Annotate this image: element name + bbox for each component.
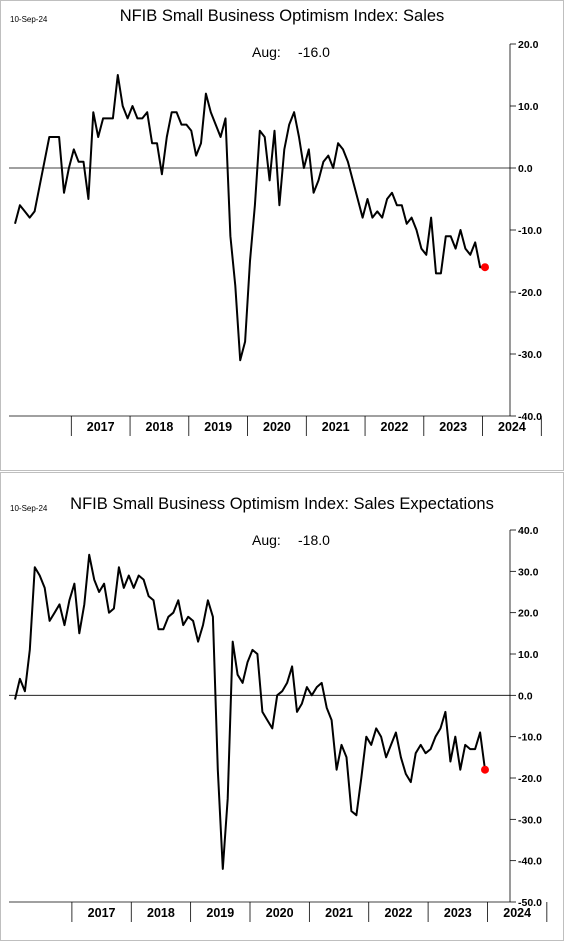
- y-tick-label: 20.0: [518, 39, 539, 51]
- sales-line-chart: 20.0 10.0 0.0 -10.0 -20.0 -30.0 -40.0 2017 2018 2…: [9, 39, 542, 436]
- sales-expectations-line-chart: 40.0 30.0 20.0 10.0 0.0 -10.0 -20.0 -30.0 -40.0 -…: [9, 525, 548, 922]
- chart-title: NFIB Small Business Optimism Index: Sale…: [119, 7, 445, 25]
- y-tick-label: -40.0: [518, 411, 542, 423]
- series-line: [14, 553, 486, 870]
- y-tick-label: 0.0: [518, 690, 533, 702]
- x-tick-label: 2017: [87, 420, 115, 434]
- x-tick-label: 2018: [146, 420, 174, 434]
- y-tick-label: -10.0: [518, 732, 542, 744]
- x-tick-label: 2020: [266, 906, 294, 920]
- y-tick-label: 20.0: [518, 608, 539, 620]
- y-tick-label: 30.0: [518, 566, 539, 578]
- y-tick-label: -30.0: [518, 814, 542, 826]
- x-tick-label: 2022: [385, 906, 413, 920]
- x-tick-label: 2019: [204, 420, 232, 434]
- y-tick-label: -50.0: [518, 897, 542, 909]
- chart-title: NFIB Small Business Optimism Index: Sale…: [70, 495, 494, 513]
- series-line: [14, 74, 485, 362]
- y-tick-label: -30.0: [518, 349, 542, 361]
- y-tick-label: -20.0: [518, 773, 542, 785]
- chart-date-label: 10-Sep-24: [10, 15, 48, 24]
- x-tick-label: 2017: [88, 906, 116, 920]
- latest-value-marker: [481, 765, 489, 774]
- x-tick-label: 2024: [503, 906, 531, 920]
- x-tick-label: 2018: [147, 906, 175, 920]
- x-tick-label: 2021: [322, 420, 350, 434]
- y-tick-label: 10.0: [518, 101, 539, 113]
- y-tick-label: -10.0: [518, 225, 542, 237]
- annotation-label: Aug:: [252, 532, 281, 548]
- y-tick-label: 40.0: [518, 525, 539, 537]
- chart-date-label: 10-Sep-24: [10, 504, 48, 513]
- x-tick-label: 2024: [498, 420, 526, 434]
- annotation-value: -18.0: [298, 532, 330, 548]
- x-tick-label: 2021: [325, 906, 353, 920]
- latest-value-marker: [481, 263, 489, 272]
- annotation-value: -16.0: [298, 44, 330, 60]
- x-tick-label: 2020: [263, 420, 291, 434]
- x-tick-label: 2023: [444, 906, 472, 920]
- y-tick-label: 10.0: [518, 649, 539, 661]
- x-tick-label: 2023: [439, 420, 467, 434]
- x-tick-label: 2019: [206, 906, 234, 920]
- y-tick-label: 0.0: [518, 163, 533, 175]
- y-tick-label: -20.0: [518, 287, 542, 299]
- x-tick-label: 2022: [381, 420, 409, 434]
- sales-chart-panel: 10-Sep-24 NFIB Small Business Optimism I…: [0, 0, 564, 471]
- sales-expectations-chart-panel: 10-Sep-24 NFIB Small Business Optimism I…: [0, 472, 564, 941]
- y-tick-label: -40.0: [518, 856, 542, 868]
- annotation-label: Aug:: [252, 44, 281, 60]
